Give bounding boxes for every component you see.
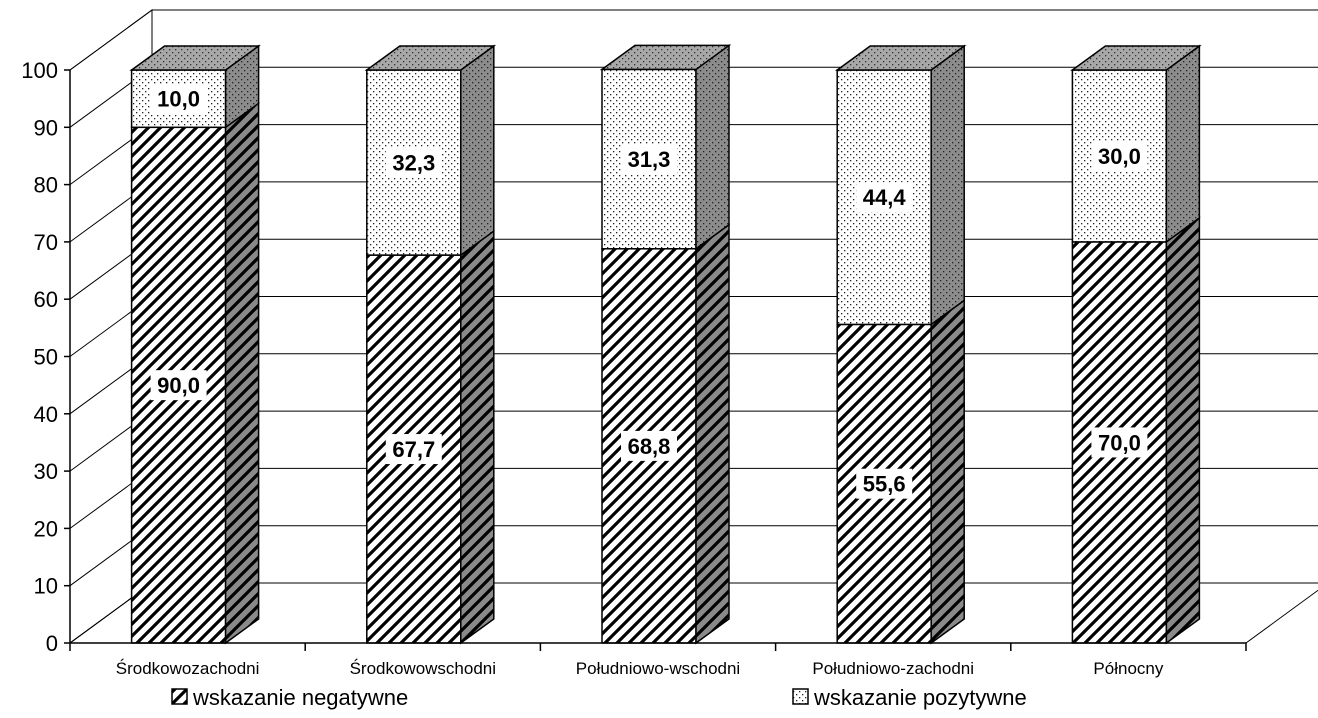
data-label-bg (385, 147, 442, 178)
data-label-bg (1091, 427, 1148, 458)
bar-segment-side (930, 298, 965, 645)
bar-segment-side (460, 44, 495, 257)
x-axis: Środkowozachodni Środkowowschodni Południo… (69, 642, 1247, 678)
bar-stack: 90,0 10,0 (129, 44, 261, 645)
legend-item: wskazanie negatywne (171, 685, 408, 710)
category-label: Środkowozachodni (116, 659, 260, 678)
bar-top (834, 45, 967, 71)
legend-label: wskazanie negatywne (192, 685, 408, 710)
y-tick-label: 20 (34, 516, 58, 541)
data-label: 68,8 (628, 434, 671, 459)
bar-top (1070, 45, 1202, 71)
data-label: 70,0 (1098, 430, 1141, 455)
bar-stack: 55,6 44,4 (834, 44, 967, 645)
bar-top (129, 45, 261, 71)
data-label: 55,6 (863, 472, 906, 497)
legend-swatch (171, 688, 188, 705)
bar-segment-side (930, 44, 965, 326)
bar-segment-side (460, 229, 495, 645)
legend-swatch (792, 688, 809, 705)
bar-top (364, 45, 497, 71)
y-tick-label: 0 (46, 631, 58, 656)
data-label-bg (385, 434, 442, 465)
bar-top (599, 44, 732, 71)
y-tick-label: 100 (21, 58, 58, 83)
data-label: 30,0 (1098, 144, 1141, 169)
bar-stack: 67,7 32,3 (364, 44, 497, 645)
y-tick-label: 30 (34, 459, 58, 484)
data-label: 67,7 (392, 437, 435, 462)
category-label: Południowo-zachodni (812, 659, 974, 678)
y-tick-label: 60 (34, 287, 58, 312)
gridline (69, 9, 1318, 71)
data-label-bg (621, 144, 677, 175)
data-label-bg (1091, 140, 1148, 171)
bar-segment-side (1165, 216, 1201, 645)
legend-item: wskazanie pozytywne (792, 685, 1027, 710)
bar-segment-side (695, 223, 730, 645)
data-label: 10,0 (157, 87, 200, 112)
data-label-bg (150, 83, 207, 114)
category-label: Południowo-wschodni (576, 659, 740, 678)
data-label: 44,4 (863, 185, 907, 210)
data-label-bg (621, 430, 677, 461)
data-label: 90,0 (157, 373, 200, 398)
y-tick-label: 90 (34, 115, 58, 140)
data-label-bg (856, 468, 913, 499)
category-label: Północny (1093, 659, 1163, 678)
bar-segment-side (224, 101, 260, 645)
bar-segment-side (1165, 44, 1201, 244)
category-label: Środkowowschodni (350, 659, 496, 678)
bar-stack: 68,8 31,3 (599, 43, 732, 645)
y-tick-label: 40 (34, 402, 58, 427)
y-tick-label: 50 (34, 345, 58, 370)
bar-segment-side (695, 43, 730, 251)
legend: wskazanie negatywne wskazanie pozytywne (171, 685, 1027, 710)
bar-stack: 70,0 30,0 (1070, 44, 1202, 645)
legend-label: wskazanie pozytywne (813, 685, 1027, 710)
y-tick-label: 70 (34, 230, 58, 255)
y-axis: 0 10 20 30 40 50 60 70 80 90 100 (21, 58, 71, 656)
data-label-bg (150, 370, 207, 401)
bars: 90,0 10,0 67,7 32,3 68,8 31,3 55,6 44,4 70,0 30,0 (129, 43, 1202, 645)
y-tick-label: 80 (34, 173, 58, 198)
y-tick-label: 10 (34, 574, 58, 599)
data-label: 32,3 (392, 151, 435, 176)
data-label-bg (856, 182, 913, 213)
data-label: 31,3 (628, 147, 671, 172)
